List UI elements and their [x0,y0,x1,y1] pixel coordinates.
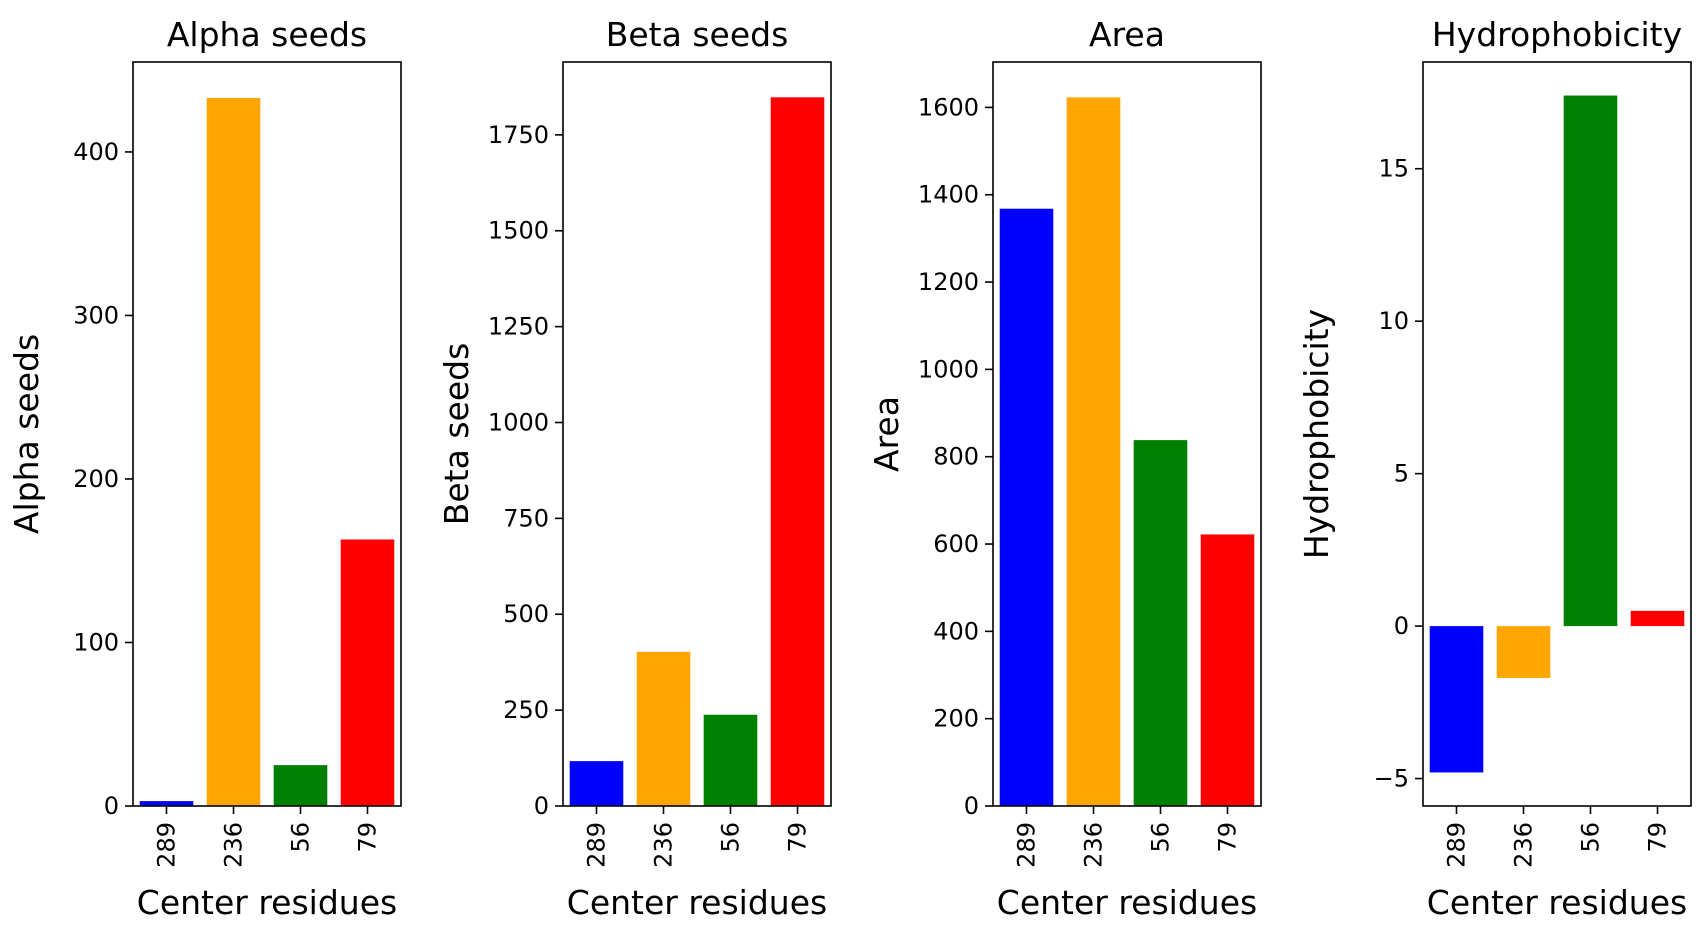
axes-frame [1422,61,1692,807]
y-tick-label: 1000 [918,355,979,383]
x-tick-label: 79 [1644,822,1672,853]
x-tick-label: 289 [1013,822,1041,868]
y-axis-label: Alpha seeds [7,334,46,534]
bar-289 [1429,626,1484,773]
bar-289 [569,761,624,806]
x-axis-label: Center residues [567,883,827,922]
axes-frame [992,61,1262,807]
x-tick-label: 79 [1214,822,1242,853]
hydrophobicity-chart: Hydrophobicity Hydrophobicity Center res… [1297,15,1692,922]
bar-236 [636,651,691,806]
bar-79 [770,97,825,806]
y-tick-label: 0 [534,792,549,820]
x-axis-label: Center residues [997,883,1257,922]
y-axis-label: Beta seeds [437,343,476,526]
alpha-seeds-chart: Alpha seeds Alpha seeds Center residues … [7,15,402,922]
y-tick-label: 300 [73,301,119,329]
chart-title: Alpha seeds [167,15,367,54]
x-tick-label: 289 [1443,822,1471,868]
x-axis-label: Center residues [137,883,397,922]
x-tick-label: 56 [1577,822,1605,853]
x-axis-label: Center residues [1427,883,1687,922]
y-tick-label: 0 [104,792,119,820]
x-tick-label: 56 [717,822,745,853]
x-tick-label: 56 [1147,822,1175,853]
y-tick-label: 600 [933,530,979,558]
y-tick-label: −5 [1374,765,1409,793]
y-tick-label: 1200 [918,268,979,296]
y-tick-label: 0 [964,792,979,820]
bar-79 [340,539,395,806]
bar-289 [999,208,1054,806]
x-tick-label: 236 [1510,822,1538,868]
bar-79 [1200,534,1255,806]
x-tick-label: 236 [1080,822,1108,868]
area-chart: Area Area Center residues 0 200 400 600 800 1… [867,15,1262,922]
y-tick-label: 1250 [488,313,549,341]
y-tick-label: 200 [73,465,119,493]
y-tick-label: 5 [1394,460,1409,488]
x-tick-label: 56 [287,822,315,853]
bar-289 [139,801,194,806]
bar-236 [206,97,261,806]
bar-56 [273,765,328,806]
y-tick-label: 1600 [918,93,979,121]
y-axis-label: Hydrophobicity [1297,309,1336,559]
y-tick-label: 750 [503,504,549,532]
bar-56 [703,714,758,806]
y-tick-label: 0 [1394,612,1409,640]
y-tick-label: 10 [1378,307,1409,335]
y-tick-label: 400 [933,617,979,645]
bar-56 [1133,440,1188,806]
y-tick-label: 800 [933,443,979,471]
x-tick-label: 236 [220,822,248,868]
chart-title: Beta seeds [606,15,789,54]
y-tick-label: 1000 [488,408,549,436]
y-tick-label: 250 [503,696,549,724]
y-tick-label: 1400 [918,181,979,209]
x-tick-label: 79 [784,822,812,853]
x-tick-label: 289 [583,822,611,868]
y-tick-label: 100 [73,628,119,656]
chart-title: Area [1089,15,1165,54]
y-tick-label: 200 [933,705,979,733]
y-tick-label: 1750 [488,121,549,149]
bar-236 [1066,97,1121,806]
beta-seeds-chart: Beta seeds Beta seeds Center residues 0 2… [437,15,832,922]
bar-79 [1630,610,1685,627]
x-tick-label: 79 [354,822,382,853]
bar-56 [1563,95,1618,627]
y-tick-label: 500 [503,600,549,628]
axes-frame [562,61,832,807]
y-axis-label: Area [867,396,906,472]
bar-236 [1496,626,1551,678]
chart-title: Hydrophobicity [1432,15,1682,54]
y-tick-label: 1500 [488,217,549,245]
y-tick-label: 15 [1378,155,1409,183]
x-tick-label: 236 [650,822,678,868]
y-tick-label: 400 [73,138,119,166]
x-tick-label: 289 [153,822,181,868]
axes-frame [132,61,402,807]
